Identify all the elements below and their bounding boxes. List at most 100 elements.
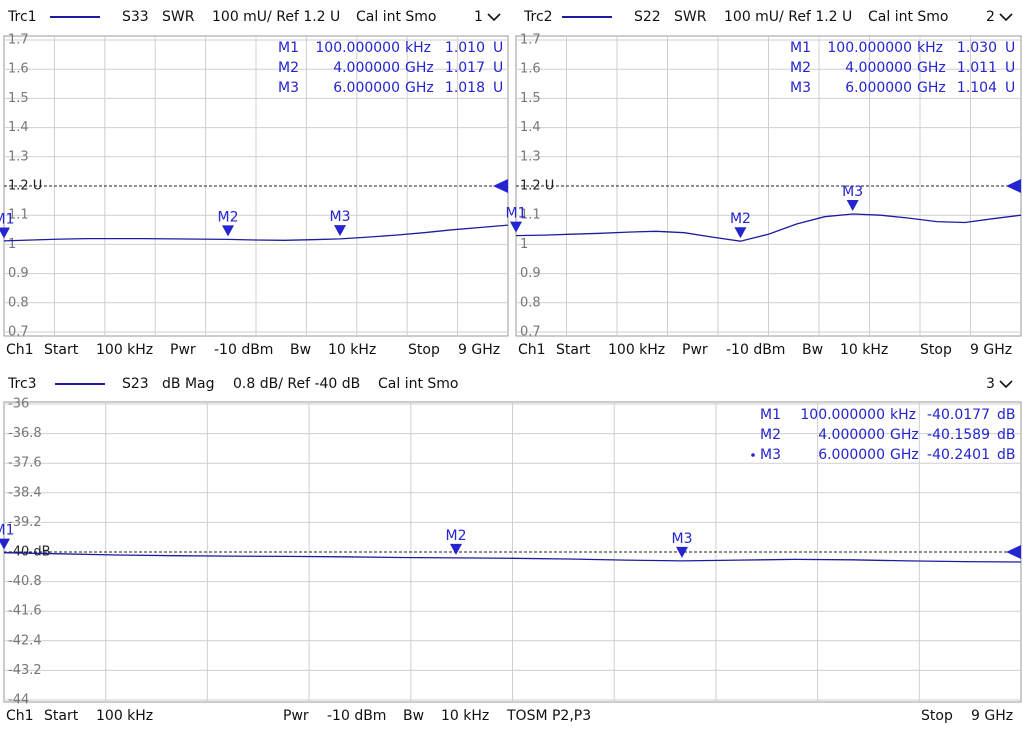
header-param: S22 — [634, 9, 661, 25]
trace-menu-chevron[interactable] — [999, 13, 1013, 22]
marker-stimulus-unit: kHz — [890, 407, 916, 423]
y-tick-label: 0.9 — [520, 266, 541, 281]
y-tick-label: -40.8 — [8, 574, 42, 589]
footer-field: Bw — [802, 342, 823, 358]
marker-name: M1 — [278, 40, 299, 56]
marker-name: M1 — [760, 407, 781, 423]
marker-name: M3 — [278, 80, 299, 96]
footer-field: Ch1 — [6, 708, 34, 724]
marker-stimulus: 4.000000 — [845, 60, 912, 76]
marker-triangle — [221, 225, 234, 237]
y-tick-label: 1 — [520, 237, 528, 252]
marker-stimulus: 100.000000 — [827, 40, 912, 56]
marker-label: M2 — [217, 209, 238, 225]
header-cal: Cal int Smo — [868, 9, 949, 25]
footer-field: -10 dBm — [726, 342, 785, 358]
marker-label: M2 — [730, 211, 751, 227]
y-tick-label: 1.4 — [8, 120, 29, 135]
y-tick-label: 1 — [8, 237, 16, 252]
y-tick-label: 1.6 — [520, 62, 541, 77]
header-scale: 100 mU/ Ref 1.2 U — [212, 9, 340, 25]
header-param: S33 — [122, 9, 149, 25]
trace-line — [3, 552, 1022, 563]
marker-triangle — [0, 227, 10, 239]
marker-stimulus-unit: GHz — [917, 80, 946, 96]
marker-stimulus: 4.000000 — [818, 427, 885, 443]
marker-label: M2 — [445, 528, 466, 544]
marker-stimulus-unit: GHz — [890, 447, 919, 463]
trace-menu-chevron[interactable] — [487, 13, 501, 22]
y-tick-label: 1.5 — [8, 91, 29, 106]
footer-field: Pwr — [170, 342, 196, 358]
header-number: 3 — [986, 376, 995, 392]
y-tick-label: 1.6 — [8, 62, 29, 77]
y-tick-label: 0.8 — [520, 295, 541, 310]
marker-name: M2 — [278, 60, 299, 76]
y-tick-label: -36.8 — [8, 426, 42, 441]
reference-marker — [1006, 545, 1021, 559]
header-scale: 100 mU/ Ref 1.2 U — [724, 9, 852, 25]
marker-name: M1 — [790, 40, 811, 56]
y-tick-label: -42.4 — [8, 633, 42, 648]
y-tick-label: 1.3 — [8, 149, 29, 164]
header-cal: Cal int Smo — [378, 376, 459, 392]
footer-field: Start — [44, 342, 79, 358]
marker-stimulus-unit: kHz — [917, 40, 943, 56]
marker-value: -40.2401 — [927, 447, 990, 463]
marker-triangle — [734, 227, 747, 239]
marker-value: 1.010 — [445, 40, 485, 56]
marker-name: M2 — [790, 60, 811, 76]
y-tick-label: -40 dB — [8, 545, 51, 560]
header-format: SWR — [162, 9, 195, 25]
marker-label: M1 — [0, 211, 15, 227]
footer-field: Bw — [403, 708, 424, 724]
marker-stimulus: 6.000000 — [333, 80, 400, 96]
header-scale: 0.8 dB/ Ref -40 dB — [233, 376, 360, 392]
y-tick-label: 1.2 U — [8, 179, 42, 194]
marker-triangle — [449, 543, 462, 555]
y-tick-label: 0.7 — [520, 325, 541, 340]
header-trace: Trc1 — [7, 9, 37, 25]
footer-field: 100 kHz — [608, 342, 665, 358]
y-tick-label: 1.7 — [8, 33, 29, 48]
footer-field: Ch1 — [518, 342, 546, 358]
footer-field: -10 dBm — [214, 342, 273, 358]
marker-stimulus: 100.000000 — [800, 407, 885, 423]
marker-unit: dB — [997, 407, 1016, 423]
marker-value: -40.0177 — [927, 407, 990, 423]
y-tick-label: 1.2 U — [520, 179, 554, 194]
marker-triangle — [675, 546, 688, 558]
header-number: 1 — [474, 9, 483, 25]
marker-label: M1 — [0, 523, 15, 539]
active-marker-dot — [751, 453, 755, 457]
header-param: S23 — [122, 376, 149, 392]
marker-stimulus-unit: GHz — [405, 80, 434, 96]
footer-field: Stop — [920, 342, 952, 358]
marker-value: -40.1589 — [927, 427, 990, 443]
marker-stimulus: 100.000000 — [315, 40, 400, 56]
y-tick-label: -38.4 — [8, 485, 42, 500]
header-format: dB Mag — [162, 376, 215, 392]
header-format: SWR — [674, 9, 707, 25]
footer-field: 10 kHz — [328, 342, 376, 358]
marker-value: 1.011 — [957, 60, 997, 76]
marker-name: M2 — [760, 427, 781, 443]
footer-field: Pwr — [682, 342, 708, 358]
y-tick-label: 1.7 — [520, 33, 541, 48]
marker-triangle — [846, 200, 859, 212]
footer-field: 9 GHz — [970, 342, 1012, 358]
marker-stimulus: 6.000000 — [818, 447, 885, 463]
marker-stimulus-unit: kHz — [405, 40, 431, 56]
trace-menu-chevron[interactable] — [999, 380, 1013, 389]
footer-field: 10 kHz — [840, 342, 888, 358]
y-tick-label: -37.6 — [8, 456, 42, 471]
reference-marker — [493, 179, 508, 193]
footer-field: 9 GHz — [458, 342, 500, 358]
marker-value: 1.104 — [957, 80, 997, 96]
marker-value: 1.018 — [445, 80, 485, 96]
marker-unit: dB — [997, 427, 1016, 443]
header-trace: Trc3 — [7, 376, 37, 392]
y-tick-label: 1.4 — [520, 120, 541, 135]
